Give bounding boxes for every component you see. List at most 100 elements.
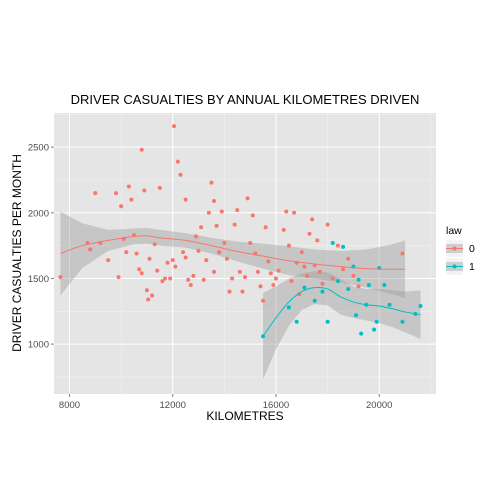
point-law-1 xyxy=(312,298,317,303)
point-law-0 xyxy=(209,180,214,185)
legend-label-0: 0 xyxy=(469,243,475,255)
point-law-0 xyxy=(258,284,263,289)
point-law-0 xyxy=(214,223,219,228)
point-law-0 xyxy=(204,258,209,263)
point-law-1 xyxy=(302,285,307,290)
data-points xyxy=(58,124,423,339)
point-law-0 xyxy=(146,297,151,302)
point-law-0 xyxy=(191,273,196,278)
point-law-0 xyxy=(297,292,302,297)
point-law-0 xyxy=(320,281,325,286)
point-law-0 xyxy=(341,267,346,272)
point-law-0 xyxy=(310,217,315,222)
point-law-0 xyxy=(261,298,266,303)
point-law-0 xyxy=(289,279,294,284)
point-law-0 xyxy=(237,269,242,274)
y-axis-label: DRIVER CASUALTIES PER MONTH xyxy=(10,154,24,352)
point-law-1 xyxy=(387,302,392,307)
point-law-0 xyxy=(175,159,180,164)
x-tick-label: 20000 xyxy=(366,400,392,411)
point-law-1 xyxy=(372,327,377,332)
point-law-0 xyxy=(181,250,186,255)
point-law-0 xyxy=(232,222,237,227)
smooth-lines xyxy=(60,235,421,337)
point-law-0 xyxy=(330,276,335,281)
point-law-0 xyxy=(292,210,297,215)
point-law-0 xyxy=(227,289,232,294)
point-law-0 xyxy=(335,243,340,248)
point-law-0 xyxy=(286,243,291,248)
point-law-0 xyxy=(168,276,173,281)
point-law-0 xyxy=(139,147,144,152)
point-law-1 xyxy=(353,313,358,318)
point-law-0 xyxy=(304,273,309,278)
x-tick-label: 8000 xyxy=(59,400,80,411)
chart-title: DRIVER CASUALTIES BY ANNUAL KILOMETRES D… xyxy=(71,92,420,107)
point-law-0 xyxy=(307,231,312,236)
confidence-bands xyxy=(60,211,421,380)
x-tick-label: 16000 xyxy=(263,400,289,411)
point-law-1 xyxy=(418,304,423,309)
point-law-0 xyxy=(271,283,276,288)
point-law-0 xyxy=(58,275,63,280)
point-law-0 xyxy=(325,222,330,227)
point-law-1 xyxy=(320,289,325,294)
point-law-0 xyxy=(155,268,160,273)
y-tick-label: 2000 xyxy=(28,208,49,219)
point-law-0 xyxy=(183,197,188,202)
y-tick-label: 1500 xyxy=(28,274,49,285)
point-law-0 xyxy=(165,260,170,265)
point-law-1 xyxy=(400,319,405,324)
point-law-0 xyxy=(248,240,253,245)
point-law-1 xyxy=(335,279,340,284)
legend-title: law xyxy=(446,225,462,237)
point-law-0 xyxy=(222,240,227,245)
point-law-0 xyxy=(199,225,204,230)
point-law-0 xyxy=(346,256,351,261)
point-law-1 xyxy=(294,319,299,324)
point-law-0 xyxy=(162,276,167,281)
point-law-0 xyxy=(299,250,304,255)
point-law-0 xyxy=(317,269,322,274)
point-law-0 xyxy=(351,273,356,278)
point-law-0 xyxy=(196,248,201,253)
point-law-0 xyxy=(206,210,211,215)
point-law-0 xyxy=(217,250,222,255)
point-law-1 xyxy=(330,240,335,245)
point-law-0 xyxy=(119,204,124,209)
point-law-0 xyxy=(126,184,131,189)
y-tick-label: 2500 xyxy=(28,143,49,154)
point-law-0 xyxy=(93,191,98,196)
legend-label-1: 1 xyxy=(469,261,475,273)
point-law-0 xyxy=(173,264,178,269)
point-law-0 xyxy=(266,259,271,264)
point-law-1 xyxy=(286,305,291,310)
smooth-line-0 xyxy=(60,235,406,270)
point-law-0 xyxy=(219,209,224,214)
point-law-0 xyxy=(139,271,144,276)
point-law-0 xyxy=(243,275,247,280)
point-law-0 xyxy=(212,269,217,274)
point-law-0 xyxy=(268,271,273,276)
point-law-0 xyxy=(245,196,250,201)
point-law-1 xyxy=(346,286,351,291)
confidence-band-1 xyxy=(263,271,421,380)
point-law-0 xyxy=(170,258,175,263)
point-law-0 xyxy=(116,275,121,280)
point-law-0 xyxy=(255,269,260,274)
point-law-0 xyxy=(178,172,183,177)
point-law-0 xyxy=(186,277,191,282)
point-law-0 xyxy=(230,276,235,281)
point-law-0 xyxy=(106,258,111,263)
point-law-0 xyxy=(113,191,118,196)
point-law-0 xyxy=(235,208,240,213)
confidence-band-0 xyxy=(60,211,406,299)
x-axis-ticks: 8000 12000 16000 20000 xyxy=(59,394,392,411)
point-law-0 xyxy=(183,255,188,260)
point-law-0 xyxy=(400,251,405,256)
point-law-0 xyxy=(172,124,177,129)
point-law-0 xyxy=(147,256,152,261)
point-law-0 xyxy=(302,264,307,269)
point-law-0 xyxy=(160,279,165,284)
